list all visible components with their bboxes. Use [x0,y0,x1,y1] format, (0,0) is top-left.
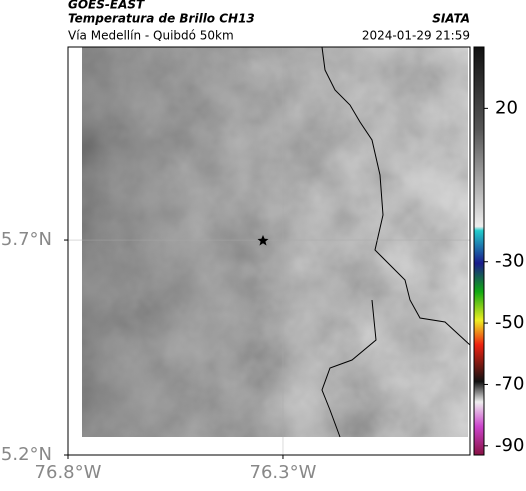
timestamp: 2024-01-29 21:59 [362,29,470,43]
border-line [321,299,377,438]
border-line [321,46,471,346]
image-shade [82,47,468,437]
source: SIATA [432,12,470,26]
colorbar-tick-label: -90 [495,435,524,456]
y-tick-label: 5.2°N [1,444,52,465]
x-tick-label: 76.8°W [35,462,102,483]
colorbar-tick-label: -30 [495,251,524,272]
borders [321,46,471,438]
colorbar-tick-label: 20 [495,97,518,118]
satellite-image [82,47,468,437]
x-tick-label: 76.3°W [250,462,317,483]
colorbar-tick-label: -70 [495,373,524,394]
map-frame [67,46,471,456]
colorbar [473,46,485,456]
product: Temperatura de Brillo CH13 [68,12,255,26]
station-marker [257,235,269,246]
y-tick-label: 5.7°N [1,229,52,250]
satellite: GOES-EAST [68,0,145,12]
colorbar-tick-label: -50 [495,312,524,333]
region: Vía Medellín - Quibdó 50km [68,29,234,43]
